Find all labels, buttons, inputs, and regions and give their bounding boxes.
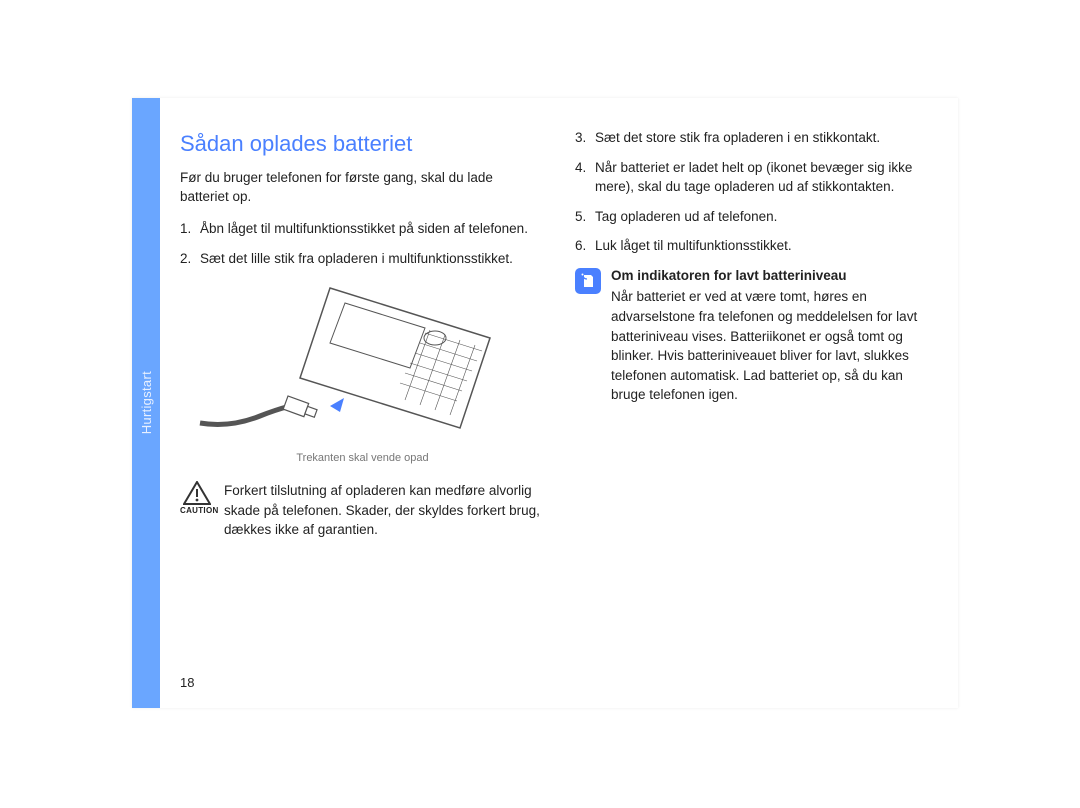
figure-caption: Trekanten skal vende opad bbox=[180, 451, 545, 467]
page-heading: Sådan oplades batteriet bbox=[180, 128, 545, 160]
step-text: Åbn låget til multifunktionsstikket på s… bbox=[200, 219, 545, 239]
info-box: Om indikatoren for lavt batteriniveau Nå… bbox=[575, 266, 940, 405]
section-sidebar-label: Hurtigstart bbox=[139, 371, 154, 434]
step-number: 3. bbox=[575, 128, 595, 148]
note-icon bbox=[575, 268, 601, 294]
caution-box: CAUTION Forkert tilslutning af opladeren… bbox=[180, 481, 545, 540]
step-number: 2. bbox=[180, 249, 200, 269]
step-number: 1. bbox=[180, 219, 200, 239]
phone-charging-figure bbox=[190, 278, 545, 443]
caution-text: Forkert tilslutning af opladeren kan med… bbox=[224, 481, 545, 540]
step-text: Sæt det store stik fra opladeren i en st… bbox=[595, 128, 940, 148]
step-text: Tag opladeren ud af telefonen. bbox=[595, 207, 940, 227]
step-item: 2. Sæt det lille stik fra opladeren i mu… bbox=[180, 249, 545, 269]
step-text: Når batteriet er ladet helt op (ikonet b… bbox=[595, 158, 940, 197]
manual-page: Hurtigstart Sådan oplades batteriet Før … bbox=[132, 98, 958, 708]
caution-label: CAUTION bbox=[180, 505, 214, 517]
step-item: 5. Tag opladeren ud af telefonen. bbox=[575, 207, 940, 227]
steps-list-left: 1. Åbn låget til multifunktionsstikket p… bbox=[180, 219, 545, 268]
step-item: 4. Når batteriet er ladet helt op (ikone… bbox=[575, 158, 940, 197]
left-column: Sådan oplades batteriet Før du bruger te… bbox=[180, 128, 545, 690]
step-item: 3. Sæt det store stik fra opladeren i en… bbox=[575, 128, 940, 148]
intro-text: Før du bruger telefonen for første gang,… bbox=[180, 168, 545, 207]
step-item: 1. Åbn låget til multifunktionsstikket p… bbox=[180, 219, 545, 239]
step-number: 4. bbox=[575, 158, 595, 197]
step-number: 5. bbox=[575, 207, 595, 227]
page-number: 18 bbox=[180, 675, 194, 690]
phone-illustration bbox=[190, 278, 510, 443]
section-sidebar: Hurtigstart bbox=[132, 98, 160, 708]
info-heading: Om indikatoren for lavt batteriniveau bbox=[611, 266, 940, 286]
page-content: Sådan oplades batteriet Før du bruger te… bbox=[180, 128, 940, 690]
right-column: 3. Sæt det store stik fra opladeren i en… bbox=[575, 128, 940, 690]
step-text: Luk låget til multifunktionsstikket. bbox=[595, 236, 940, 256]
info-content: Om indikatoren for lavt batteriniveau Nå… bbox=[611, 266, 940, 405]
step-item: 6. Luk låget til multifunktionsstikket. bbox=[575, 236, 940, 256]
caution-icon: CAUTION bbox=[180, 481, 214, 517]
step-text: Sæt det lille stik fra opladeren i multi… bbox=[200, 249, 545, 269]
steps-list-right: 3. Sæt det store stik fra opladeren i en… bbox=[575, 128, 940, 256]
step-number: 6. bbox=[575, 236, 595, 256]
info-text: Når batteriet er ved at være tomt, høres… bbox=[611, 287, 940, 404]
